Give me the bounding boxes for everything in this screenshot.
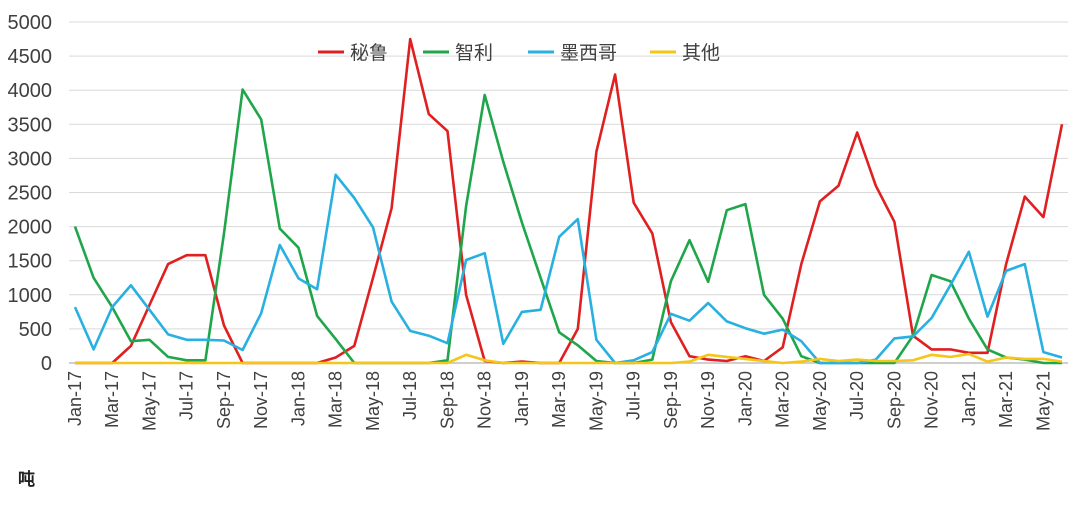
x-tick-label: May-18 <box>363 371 383 431</box>
x-tick-label: May-17 <box>139 371 159 431</box>
x-tick-label: Sep-17 <box>214 371 234 429</box>
legend: 秘鲁 智利 墨西哥 其他 <box>318 42 720 64</box>
x-tick-label: Mar-17 <box>102 371 122 428</box>
x-tick-label: Sep-19 <box>661 371 681 429</box>
legend-item-2: 墨西哥 <box>528 42 617 64</box>
x-tick-label: Sep-18 <box>437 371 457 429</box>
series-line-3 <box>75 352 1063 365</box>
y-tick-label: 3000 <box>8 148 53 170</box>
x-tick-label: May-21 <box>1033 371 1053 431</box>
x-tick-label: Mar-18 <box>326 371 346 428</box>
y-tick-label: 2500 <box>8 183 53 205</box>
unit-label: 吨 <box>18 470 35 490</box>
y-tick-label: 4500 <box>8 46 53 68</box>
x-axis-tick-labels: Jan-17 Mar-17 May-17 Jul-17 Sep-17 Nov-17 Jan-… <box>65 371 1053 431</box>
legend-item-1: 智利 <box>423 42 493 64</box>
y-tick-label: 1000 <box>8 285 53 307</box>
x-tick-label: Jul-19 <box>624 371 644 420</box>
y-tick-label: 0 <box>41 353 52 375</box>
x-tick-label: May-19 <box>586 371 606 431</box>
x-tick-label: Nov-18 <box>475 371 495 429</box>
x-tick-label: Nov-17 <box>251 371 271 429</box>
legend-label: 其他 <box>682 42 720 64</box>
x-tick-label: Jan-20 <box>735 371 755 426</box>
x-tick-label: Jan-21 <box>959 371 979 426</box>
legend-label: 秘鲁 <box>350 42 388 64</box>
x-tick-label: Jan-18 <box>288 371 308 426</box>
y-tick-label: 5000 <box>8 12 53 34</box>
legend-item-0: 秘鲁 <box>318 42 388 64</box>
x-tick-label: Jan-19 <box>512 371 532 426</box>
x-tick-label: Jul-17 <box>177 371 197 420</box>
x-tick-label: Nov-20 <box>922 371 942 429</box>
legend-label: 墨西哥 <box>560 42 617 64</box>
x-tick-label: Jul-18 <box>400 371 420 420</box>
y-axis-tick-labels: 0 500 1000 1500 2000 2500 3000 3500 4000 4500 5000 <box>8 12 53 375</box>
y-tick-label: 2000 <box>8 217 53 239</box>
y-tick-label: 4000 <box>8 80 53 102</box>
legend-label: 智利 <box>455 42 493 64</box>
x-tick-label: Jul-20 <box>847 371 867 420</box>
y-tick-label: 500 <box>19 319 52 341</box>
gridlines <box>69 21 1068 330</box>
x-tick-label: Mar-19 <box>549 371 569 428</box>
x-tick-label: Sep-20 <box>884 371 904 429</box>
series-line-1 <box>73 88 1062 365</box>
legend-item-3: 其他 <box>650 42 720 64</box>
y-tick-label: 1500 <box>8 251 53 273</box>
y-tick-label: 3500 <box>8 114 53 136</box>
x-tick-label: Nov-19 <box>698 371 718 429</box>
series-lines <box>73 37 1064 365</box>
series-line-0 <box>75 37 1064 365</box>
x-tick-label: Jan-17 <box>65 371 85 426</box>
x-tick-label: Mar-20 <box>773 371 793 428</box>
x-tick-label: Mar-21 <box>996 371 1016 428</box>
series-line-2 <box>73 173 1063 365</box>
x-tick-label: May-20 <box>810 371 830 431</box>
